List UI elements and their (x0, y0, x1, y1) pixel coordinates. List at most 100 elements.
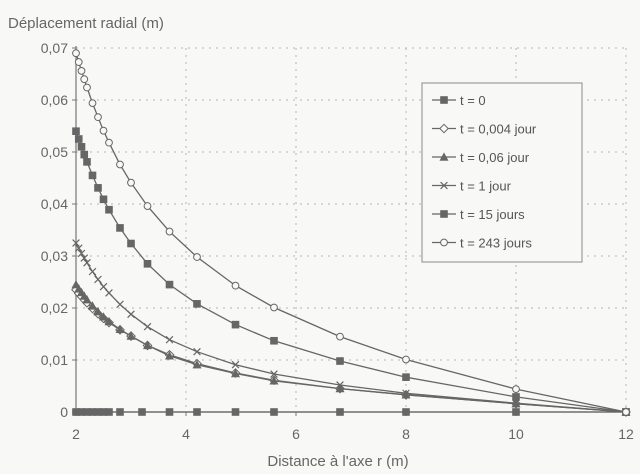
data-point (512, 393, 520, 401)
legend-label: t = 1 jour (460, 179, 512, 194)
data-point (82, 295, 92, 304)
data-point (99, 126, 108, 135)
legend-item-t-0-06-jour: t = 0,06 jour (432, 150, 530, 165)
data-point (94, 113, 102, 122)
data-point (88, 99, 97, 108)
data-point (230, 368, 241, 378)
data-point (105, 408, 113, 416)
data-point (402, 373, 410, 381)
data-point (99, 195, 108, 204)
x-tick-label: 2 (72, 426, 80, 442)
data-point (77, 66, 86, 75)
data-point (193, 253, 201, 261)
data-point (138, 408, 146, 416)
data-point (72, 127, 80, 136)
legend: t = 0 t = 0,004 jour t = 0,06 jour t = 1 jo… (421, 82, 583, 263)
legend-item-t-15-jours: t = 15 jours (432, 207, 525, 222)
data-point (80, 254, 89, 262)
data-point (74, 244, 83, 253)
series-t-0 (72, 408, 630, 416)
data-point (93, 307, 103, 316)
data-point (127, 178, 135, 187)
data-point (127, 310, 135, 319)
data-point (99, 282, 108, 291)
data-point (88, 171, 97, 180)
data-point (74, 135, 83, 143)
x-axis-label: Distance à l'axe r (m) (267, 453, 408, 470)
data-point (193, 347, 201, 356)
series-t-243-jours (72, 49, 630, 416)
data-point (116, 300, 124, 309)
data-point (105, 138, 113, 147)
data-point (116, 160, 124, 169)
series-t-15-jours (72, 127, 630, 416)
data-point (143, 259, 152, 268)
legend-marker (439, 152, 449, 161)
y-tick-label: 0,04 (41, 196, 68, 212)
data-point (115, 324, 125, 334)
data-point (336, 408, 344, 416)
legend-marker (440, 96, 448, 104)
data-point (94, 184, 102, 192)
data-point (105, 289, 113, 297)
data-point (98, 312, 109, 321)
y-tick-label: 0,02 (41, 300, 68, 316)
y-tick-label: 0,01 (41, 352, 68, 368)
data-point (80, 150, 89, 159)
data-point (270, 370, 278, 378)
data-point (512, 385, 520, 394)
x-tick-label: 8 (402, 426, 410, 442)
data-point (104, 316, 114, 326)
legend-box (421, 82, 583, 263)
data-point (231, 320, 240, 329)
data-point (83, 158, 91, 166)
data-point (402, 355, 410, 364)
data-point (193, 408, 201, 416)
legend-item-t-1-jour: t = 1 jour (432, 179, 512, 194)
legend-item-t-0-004-jour: t = 0,004 jour (432, 122, 537, 137)
data-point (116, 224, 124, 232)
data-point (142, 340, 153, 350)
legend-marker (440, 181, 448, 190)
data-point (164, 351, 175, 360)
data-point (83, 83, 91, 92)
y-axis-label: Déplacement radial (m) (8, 15, 164, 32)
data-point (402, 389, 410, 398)
data-point (270, 303, 278, 312)
data-point (270, 408, 278, 416)
data-point (512, 408, 520, 416)
y-ticks: 0 0,01 0,02 0,03 0,04 0,05 0,06 0,07 (41, 40, 76, 420)
data-point (88, 267, 97, 276)
data-point (105, 205, 113, 214)
legend-item-t-243-jours: t = 243 jours (432, 236, 532, 251)
data-point (231, 281, 240, 290)
y-tick-label: 0,07 (41, 40, 68, 56)
data-point (336, 381, 344, 389)
data-point (74, 58, 83, 66)
x-ticks: 2 4 6 8 10 12 (72, 412, 634, 442)
data-point (127, 239, 135, 248)
data-point (143, 322, 152, 331)
series-t-0-06-jour (71, 279, 631, 416)
y-tick-label: 0 (60, 404, 68, 420)
data-point (193, 300, 201, 308)
legend-marker (440, 238, 448, 247)
legend-label: t = 243 jours (460, 236, 532, 251)
series-t-1-jour (72, 239, 630, 416)
data-point (165, 280, 174, 289)
data-point (402, 408, 410, 416)
y-tick-label: 0,06 (41, 92, 68, 108)
data-point (165, 335, 174, 344)
legend-item-t-0: t = 0 (432, 93, 486, 108)
x-tick-label: 4 (182, 426, 190, 442)
data-point (77, 249, 86, 258)
data-point (143, 202, 152, 210)
legend-label: t = 0 (460, 93, 486, 108)
data-point (116, 408, 124, 416)
legend-marker (440, 210, 448, 218)
data-point (231, 408, 240, 416)
data-point (94, 275, 102, 284)
data-point (165, 227, 174, 236)
data-point (72, 49, 80, 58)
legend-label: t = 15 jours (460, 207, 525, 222)
